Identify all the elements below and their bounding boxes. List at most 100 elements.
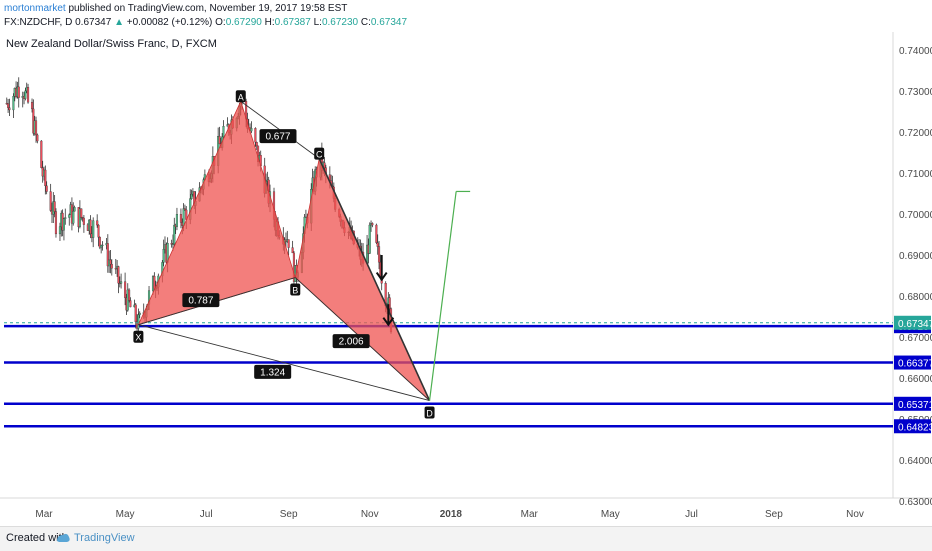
candle-body: [375, 224, 378, 243]
candle-body: [323, 162, 326, 168]
x-tick-label: 2018: [440, 509, 463, 520]
open-value: 0.67290: [225, 17, 262, 28]
low-value: 0.67230: [321, 17, 359, 28]
point-label-c: C: [316, 150, 323, 160]
tradingview-logo-icon: [57, 533, 70, 542]
pattern-triangle-bcd[interactable]: [294, 157, 430, 401]
candle-body: [371, 223, 374, 226]
candle-body: [120, 281, 123, 284]
candle-body: [54, 211, 58, 235]
candle-body: [368, 224, 371, 254]
candle-body: [106, 243, 109, 267]
y-tick-label: 0.68000: [899, 292, 932, 303]
candle-body: [89, 219, 92, 235]
candle-body: [45, 185, 48, 192]
candle-body: [68, 214, 71, 218]
x-tick-label: Sep: [280, 509, 298, 520]
chart-header: mortonmarket published on TradingView.co…: [0, 0, 932, 32]
candle-body: [17, 86, 20, 98]
y-tick-label: 0.64000: [899, 456, 932, 467]
symbol-label[interactable]: FX:NZDCHF, D: [4, 17, 73, 28]
candle-body: [287, 239, 290, 248]
candle-body: [222, 126, 225, 138]
footer: Created with TradingView: [0, 526, 932, 551]
ratio-label-bg: [182, 293, 220, 308]
candle-body: [40, 140, 43, 168]
ratio-label-bg: [259, 129, 297, 144]
close-value: 0.67347: [370, 17, 408, 28]
candle-body: [30, 101, 34, 110]
candle-body: [129, 300, 132, 308]
point-label-bg: [314, 147, 325, 160]
candle-body: [64, 217, 67, 219]
candle-body: [153, 276, 156, 290]
author-link[interactable]: mortonmarket: [4, 3, 66, 14]
close-label: C:: [360, 17, 371, 28]
candle-body: [171, 243, 175, 245]
symbol-line: FX:NZDCHF, D 0.67347 ▲ +0.00082 (+0.12%)…: [4, 16, 407, 30]
candle-body: [101, 244, 104, 246]
candle-body: [82, 217, 85, 225]
created-with-text: Created with: [6, 532, 68, 544]
candle-body: [218, 136, 221, 145]
candle-body: [162, 249, 165, 263]
point-label-bg: [235, 90, 246, 103]
candle-body: [190, 193, 193, 199]
candle-body: [98, 236, 101, 248]
ratio-label: 0.787: [188, 296, 213, 307]
point-label-b: B: [292, 286, 298, 296]
candle-body: [377, 246, 381, 263]
high-label: H:: [264, 17, 275, 28]
point-label-d: D: [426, 409, 433, 419]
x-tick-label: May: [116, 509, 135, 520]
candle-body: [376, 242, 379, 247]
y-tick-label: 0.73000: [899, 87, 932, 98]
candle-body: [62, 218, 65, 231]
tradingview-brand[interactable]: TradingView: [74, 532, 135, 544]
point-label-bg: [290, 283, 301, 296]
level-price-badge-bg: [894, 396, 931, 411]
candle-body: [12, 96, 15, 111]
publish-line: mortonmarket published on TradingView.co…: [4, 2, 347, 16]
candle-body: [138, 312, 141, 315]
x-tick-label: Nov: [361, 509, 379, 520]
x-tick-label: Nov: [846, 509, 864, 520]
candle-body: [34, 120, 38, 136]
candle-body: [96, 220, 99, 226]
ratio-label: 2.006: [339, 337, 364, 348]
last-price-text: 0.67347: [75, 17, 112, 28]
chart-area[interactable]: New Zealand Dollar/Swiss Franc, D, FXCM 0…: [0, 32, 932, 526]
candle-body: [179, 214, 182, 223]
point-label-bg: [424, 406, 435, 419]
y-tick-label: 0.63000: [899, 497, 932, 508]
candle-body: [97, 224, 100, 238]
y-tick-label: 0.70000: [899, 210, 932, 221]
candle-body: [134, 304, 137, 322]
level-price-badge-bg: [894, 355, 931, 370]
candle-body: [128, 289, 131, 301]
target-line[interactable]: [428, 191, 457, 401]
candle-body: [7, 103, 10, 108]
point-label-bg: [133, 330, 144, 343]
level-price-badge: 0.66377: [898, 359, 932, 370]
candle-body: [388, 297, 391, 309]
up-arrow-icon: ▲: [114, 17, 124, 28]
candle-body: [109, 259, 112, 265]
candle-body: [72, 211, 75, 224]
candle-body: [110, 264, 113, 269]
candle-body: [137, 314, 140, 329]
candle-body: [114, 268, 117, 270]
candle-body: [26, 87, 30, 103]
pattern-line-xd: [138, 324, 430, 401]
pattern-line-cd: [318, 158, 431, 401]
price-chart[interactable]: New Zealand Dollar/Swiss Franc, D, FXCM 0…: [0, 32, 932, 526]
chart-title: New Zealand Dollar/Swiss Franc, D, FXCM: [6, 38, 217, 50]
candle-body: [250, 128, 253, 132]
candle-body: [117, 266, 120, 284]
ratio-label-bg: [254, 364, 292, 379]
y-tick-label: 0.69000: [899, 251, 932, 262]
y-tick-label: 0.71000: [899, 169, 932, 180]
last-price-badge: 0.67347: [898, 319, 932, 330]
candle-body: [255, 142, 258, 147]
x-tick-label: Mar: [521, 509, 539, 520]
